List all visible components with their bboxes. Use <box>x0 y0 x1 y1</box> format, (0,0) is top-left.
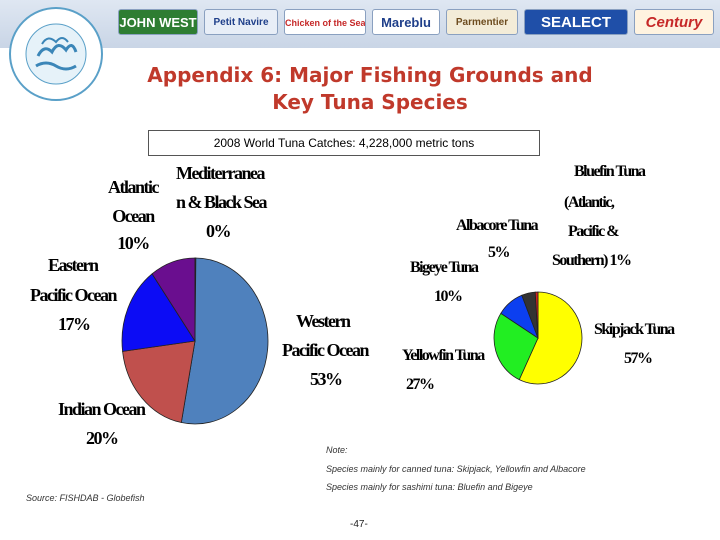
label-eastern-value: 17% <box>58 314 91 334</box>
label-skipjack-tuna: Skipjack Tuna 57% <box>594 318 675 370</box>
label-eastern-name-2: Pacific Ocean <box>30 285 117 305</box>
label-atlantic-name: Atlantic <box>108 177 160 197</box>
tuna-species-pie-chart <box>493 291 583 385</box>
fishing-grounds-pie-chart <box>121 257 269 425</box>
label-mediterranean-name: Mediterranea <box>176 163 265 183</box>
label-bigeye-tuna: Bigeye Tuna 10% <box>410 256 479 308</box>
label-atlantic-value: 10% <box>117 233 150 253</box>
title-line-2: Key Tuna Species <box>272 90 468 114</box>
label-western-name-2: Pacific Ocean <box>282 340 369 360</box>
label-bluefin-tuna: Bluefin Tuna (Atlantic, Pacific & Southe… <box>552 160 646 272</box>
tuna-species-slice-skipjack-tuna <box>518 291 583 385</box>
source-citation: Source: FISHDAB - Globefish <box>26 493 145 503</box>
label-yellowfin-value: 27% <box>406 376 435 393</box>
tuna-species-slice-bluefin-tuna-atlantic-pacific-southern <box>534 291 539 339</box>
brand-logo-mareblu: Mareblu <box>372 9 440 35</box>
label-yellowfin-name: Yellowfin Tuna <box>402 347 485 364</box>
note-canned-tuna: Species mainly for canned tuna: Skipjack… <box>326 464 586 474</box>
page-number: -47- <box>350 519 368 530</box>
label-yellowfin-tuna: Yellowfin Tuna 27% <box>402 344 485 396</box>
fishing-ground-slice-mediterranean-black-sea <box>194 257 197 342</box>
label-eastern-name: Eastern <box>48 255 99 275</box>
tuna-species-slice-yellowfin-tuna <box>493 312 539 381</box>
label-mediterranean-value: 0% <box>206 221 232 241</box>
slide-title: Appendix 6: Major Fishing Grounds and Ke… <box>100 62 640 116</box>
label-indian-value: 20% <box>86 428 119 448</box>
label-skipjack-name: Skipjack Tuna <box>594 321 675 338</box>
note-heading: Note: <box>326 445 348 455</box>
label-mediterranean-name-2: n & Black Sea <box>176 192 268 212</box>
company-seal-logo <box>9 7 103 101</box>
label-bigeye-name: Bigeye Tuna <box>410 259 479 276</box>
brand-logo-parmentier: Parmentier <box>446 9 518 35</box>
label-albacore-name: Albacore Tuna <box>456 217 539 234</box>
label-atlantic-ocean: Atlantic Ocean 10% <box>108 176 160 255</box>
title-line-1: Appendix 6: Major Fishing Grounds and <box>147 63 593 87</box>
label-indian-ocean: Indian Ocean 20% <box>58 398 146 450</box>
brand-logo-john-west: JOHN WEST <box>118 9 198 35</box>
brand-logo-petit-navire: Petit Navire <box>204 9 278 35</box>
label-atlantic-name-2: Ocean <box>112 206 155 226</box>
brand-logo-sealect: SEALECT <box>524 9 628 35</box>
label-bigeye-value: 10% <box>434 288 463 305</box>
fishing-ground-slice-indian-ocean <box>122 340 196 424</box>
label-skipjack-value: 57% <box>624 350 653 367</box>
label-western-name: Western <box>296 311 351 331</box>
label-bluefin-name-2: (Atlantic, <box>564 194 615 211</box>
brand-logo-chicken-of-the-sea: Chicken of the Sea <box>284 9 366 35</box>
label-bluefin-name-3: Pacific & <box>568 223 620 240</box>
label-western-pacific: Western Pacific Ocean 53% <box>282 310 369 391</box>
fishing-ground-slice-western-pacific-ocean <box>180 257 269 425</box>
chart-subtitle: 2008 World Tuna Catches: 4,228,000 metri… <box>148 130 540 156</box>
label-albacore-value: 5% <box>488 244 511 261</box>
brand-logo-century: Century <box>634 9 714 35</box>
brand-header: JOHN WEST Petit Navire Chicken of the Se… <box>0 0 720 48</box>
fishing-ground-slice-eastern-pacific-ocean <box>121 273 196 352</box>
label-bluefin-name: Bluefin Tuna <box>574 163 646 180</box>
note-sashimi-tuna: Species mainly for sashimi tuna: Bluefin… <box>326 482 533 492</box>
label-indian-name: Indian Ocean <box>58 399 146 419</box>
label-eastern-pacific: Eastern Pacific Ocean 17% <box>30 254 117 336</box>
label-western-value: 53% <box>310 369 343 389</box>
label-bluefin-value: Southern) 1% <box>552 252 632 269</box>
label-albacore-tuna: Albacore Tuna 5% <box>456 214 539 264</box>
label-mediterranean: Mediterranea n & Black Sea 0% <box>176 162 268 243</box>
